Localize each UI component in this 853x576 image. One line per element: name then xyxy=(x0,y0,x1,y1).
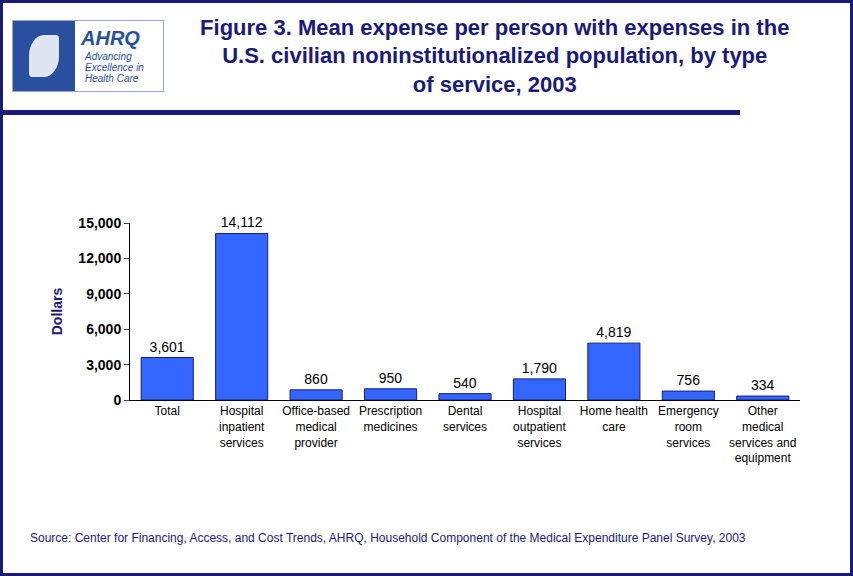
svg-text:756: 756 xyxy=(677,372,701,388)
svg-text:Office-basedmedicalprovider: Office-basedmedicalprovider xyxy=(282,404,350,449)
svg-text:1,790: 1,790 xyxy=(522,360,557,376)
svg-text:Emergencyroomservices: Emergencyroomservices xyxy=(658,404,719,449)
svg-text:15,000: 15,000 xyxy=(78,215,121,231)
svg-text:12,000: 12,000 xyxy=(78,250,121,266)
svg-text:Total: Total xyxy=(155,404,180,418)
svg-text:3,601: 3,601 xyxy=(150,339,185,355)
svg-text:9,000: 9,000 xyxy=(86,286,121,302)
svg-text:4,819: 4,819 xyxy=(596,324,631,340)
svg-text:Figure 3. Mean expense per per: Figure 3. Mean expense per person with e… xyxy=(200,15,789,97)
svg-text:Dollars: Dollars xyxy=(49,288,65,336)
svg-text:0: 0 xyxy=(113,392,121,408)
svg-text:860: 860 xyxy=(304,371,328,387)
svg-text:14,112: 14,112 xyxy=(221,214,263,230)
html-text:Source: Center for Financing,: Source: Center for Financing, Access, an… xyxy=(30,531,746,545)
svg-text:Hospitalinpatientservices: Hospitalinpatientservices xyxy=(219,404,265,449)
svg-text:Hospitaloutpatientservices: Hospitaloutpatientservices xyxy=(513,404,566,449)
svg-text:Othermedicalservices andequipm: Othermedicalservices andequipment xyxy=(729,404,796,465)
svg-text:3,000: 3,000 xyxy=(86,357,121,373)
svg-text:540: 540 xyxy=(453,375,477,391)
svg-text:Home healthcare: Home healthcare xyxy=(580,404,648,434)
svg-text:6,000: 6,000 xyxy=(86,321,121,337)
svg-text:950: 950 xyxy=(379,370,403,386)
html-text:AHRQ: AHRQ xyxy=(81,27,140,49)
svg-text:Dentalservices: Dentalservices xyxy=(443,404,487,434)
html-text:Advancing Excellence in Health: Advancing Excellence in Health Care xyxy=(85,51,144,84)
svg-text:Prescriptionmedicines: Prescriptionmedicines xyxy=(359,404,422,434)
svg-text:334: 334 xyxy=(751,377,775,393)
